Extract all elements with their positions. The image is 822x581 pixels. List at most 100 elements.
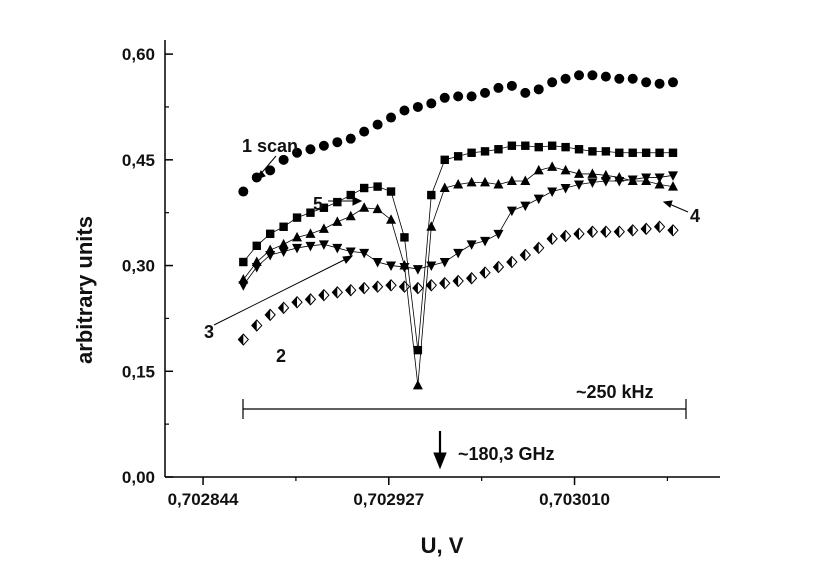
data-point bbox=[600, 71, 611, 82]
data-point bbox=[614, 171, 625, 182]
data-point bbox=[506, 175, 517, 185]
data-point-fill bbox=[399, 281, 405, 293]
series-4-arrowhead bbox=[662, 200, 673, 208]
data-point bbox=[654, 173, 665, 183]
data-point bbox=[574, 180, 585, 190]
data-point bbox=[641, 148, 651, 157]
data-point-fill bbox=[251, 319, 257, 331]
data-point-fill bbox=[386, 279, 392, 291]
x-axis-title: U, V bbox=[421, 533, 464, 558]
data-point bbox=[292, 147, 303, 158]
data-point bbox=[533, 84, 544, 95]
data-point-fill bbox=[372, 281, 378, 293]
data-point bbox=[547, 161, 558, 171]
data-point bbox=[668, 77, 679, 88]
data-point bbox=[399, 105, 410, 116]
data-point-fill bbox=[627, 224, 633, 236]
data-point bbox=[292, 243, 303, 254]
chart-marks bbox=[237, 70, 679, 390]
data-point bbox=[399, 260, 410, 270]
data-point bbox=[400, 233, 409, 242]
data-point bbox=[292, 213, 302, 222]
data-point bbox=[493, 178, 504, 189]
data-point bbox=[668, 171, 679, 181]
data-point-fill bbox=[439, 277, 445, 289]
data-point-fill bbox=[600, 226, 606, 238]
data-point bbox=[506, 206, 517, 217]
data-point bbox=[547, 141, 557, 150]
y-tick-label: 0,60 bbox=[122, 45, 155, 64]
data-point-fill bbox=[318, 289, 324, 301]
data-point-fill bbox=[560, 230, 566, 242]
data-point bbox=[345, 247, 356, 257]
data-point bbox=[439, 258, 450, 268]
series-4 bbox=[238, 161, 679, 390]
data-point bbox=[386, 261, 397, 272]
x-tick-label: 0,703010 bbox=[539, 490, 610, 509]
data-point-fill bbox=[466, 272, 472, 284]
series-4-annotation: 4 bbox=[690, 206, 700, 226]
data-point bbox=[466, 176, 477, 187]
data-point bbox=[480, 176, 491, 187]
data-point bbox=[506, 80, 517, 91]
data-point bbox=[480, 87, 491, 98]
data-point bbox=[252, 241, 261, 251]
series-5 bbox=[239, 141, 678, 355]
series-3-annotation: 3 bbox=[204, 322, 214, 342]
data-point-fill bbox=[574, 228, 580, 240]
data-point bbox=[332, 243, 343, 254]
data-point bbox=[520, 175, 531, 185]
data-point bbox=[453, 152, 463, 161]
y-tick-label: 0,15 bbox=[122, 362, 155, 381]
data-point bbox=[466, 240, 477, 250]
data-point bbox=[318, 223, 329, 233]
data-point-fill bbox=[493, 261, 499, 273]
data-point bbox=[668, 181, 679, 191]
data-point bbox=[574, 70, 585, 81]
data-point-fill bbox=[547, 233, 553, 245]
span-annotation: ~250 kHz bbox=[576, 382, 654, 402]
data-point bbox=[520, 201, 531, 212]
data-point bbox=[480, 236, 491, 247]
data-point bbox=[588, 147, 597, 156]
data-point bbox=[265, 244, 276, 255]
data-point bbox=[426, 98, 437, 109]
series-5-annotation: 5 bbox=[313, 194, 323, 214]
data-point bbox=[346, 190, 355, 200]
data-point bbox=[292, 231, 303, 242]
data-point bbox=[265, 165, 276, 176]
data-point bbox=[279, 222, 288, 231]
data-point bbox=[238, 274, 249, 284]
data-point bbox=[345, 133, 356, 144]
data-point bbox=[587, 168, 598, 178]
data-point bbox=[560, 184, 571, 194]
data-point bbox=[560, 73, 571, 84]
series-2-annotation: 2 bbox=[276, 346, 286, 366]
data-point bbox=[333, 197, 342, 207]
data-point bbox=[426, 221, 437, 231]
data-point bbox=[668, 148, 678, 157]
data-point-fill bbox=[453, 275, 459, 287]
y-tick-label: 0,45 bbox=[122, 151, 155, 170]
data-point-fill bbox=[668, 224, 674, 236]
data-point bbox=[439, 182, 450, 193]
data-point-fill bbox=[654, 221, 660, 233]
data-point bbox=[332, 216, 343, 226]
data-point bbox=[600, 169, 611, 180]
data-point bbox=[319, 203, 329, 212]
data-point bbox=[412, 379, 423, 390]
data-point-fill bbox=[641, 223, 647, 235]
data-point bbox=[600, 176, 611, 187]
data-point bbox=[453, 178, 464, 189]
series-3 bbox=[238, 171, 679, 291]
data-point bbox=[238, 281, 249, 291]
data-point bbox=[278, 247, 289, 257]
data-point bbox=[614, 73, 625, 84]
data-point bbox=[494, 145, 503, 154]
data-point bbox=[641, 77, 652, 88]
data-point bbox=[533, 194, 544, 205]
data-point bbox=[547, 77, 558, 88]
data-point bbox=[547, 187, 558, 198]
data-point bbox=[332, 137, 343, 148]
data-point bbox=[386, 112, 397, 123]
